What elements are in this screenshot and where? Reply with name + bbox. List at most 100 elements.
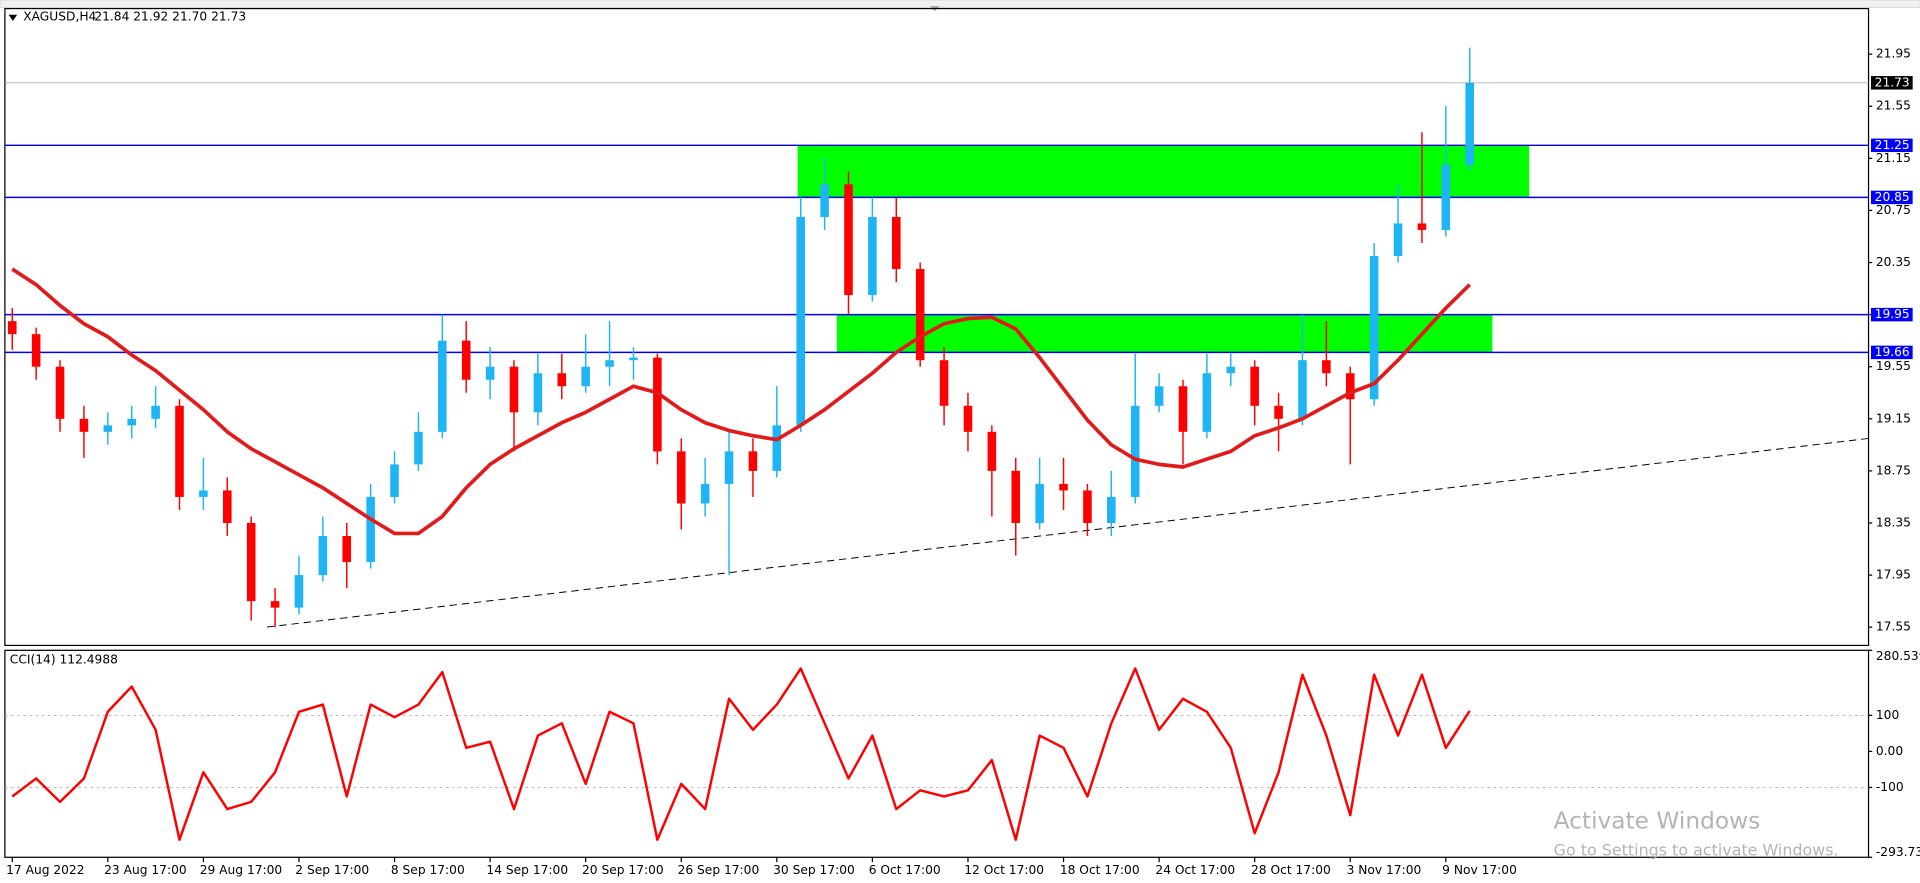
level-label: 21.25 — [1875, 138, 1910, 152]
y-tick-label: 21.15 — [1876, 151, 1911, 165]
cci-label: CCI(14) 112.4988 — [10, 653, 118, 667]
candle-body — [820, 184, 829, 217]
last-price-box — [1870, 76, 1913, 90]
candle-body — [1393, 223, 1403, 257]
x-tick-label: 24 Oct 17:00 — [1155, 863, 1235, 877]
x-tick-label: 23 Aug 17:00 — [104, 863, 187, 877]
last-price-label: 21.73 — [1875, 75, 1910, 89]
candle-body — [1417, 223, 1427, 230]
zone — [836, 314, 1493, 353]
candle-body — [270, 601, 280, 608]
candle-body — [939, 360, 949, 406]
y-tick-label: 17.55 — [1876, 620, 1911, 634]
ohlc-label: 21.84 21.92 21.70 21.73 — [94, 10, 246, 24]
y-tick-label: 21.55 — [1876, 99, 1911, 113]
symbol-label: XAGUSD,H4 — [23, 10, 96, 24]
candle-body — [79, 418, 89, 432]
candle-body — [1035, 483, 1044, 523]
y-tick-label: 100 — [1876, 708, 1899, 722]
candle-body — [55, 366, 65, 419]
y-tick-label: 18.35 — [1876, 515, 1911, 529]
candle-body — [246, 522, 256, 602]
candle-body — [1322, 360, 1331, 374]
candle-body — [1369, 256, 1379, 400]
candle-body — [342, 536, 352, 563]
candle-body — [987, 431, 997, 471]
candle-body — [605, 360, 614, 367]
toolbar-strip — [0, 0, 1920, 8]
candle-body — [1178, 386, 1188, 432]
y-tick-label: 19.55 — [1876, 359, 1911, 373]
candle-body — [1154, 386, 1164, 406]
candle-body — [748, 451, 758, 471]
candle-body — [700, 483, 710, 504]
candle-body — [1226, 366, 1236, 374]
watermark-subtitle: Go to Settings to activate Windows. — [1554, 841, 1839, 860]
level-box — [1870, 190, 1913, 205]
candle-body — [533, 373, 543, 413]
candle-body — [1130, 405, 1140, 497]
y-tick-label: -293.733 — [1876, 845, 1920, 859]
candle-body — [891, 216, 901, 270]
level-label: 20.85 — [1875, 190, 1910, 204]
candle-body — [1441, 164, 1451, 230]
candle-body — [390, 464, 399, 497]
y-tick-label: 0.00 — [1876, 744, 1903, 758]
cci-plot-frame — [4, 649, 1870, 858]
level-label: 19.95 — [1875, 307, 1910, 321]
candle-body — [509, 366, 519, 413]
y-tick-label: 21.95 — [1876, 47, 1911, 61]
candle-body — [294, 575, 304, 608]
level-box — [1870, 345, 1913, 360]
candle-body — [915, 269, 925, 361]
candle-body — [461, 340, 471, 380]
candle-body — [1202, 373, 1212, 432]
candle-body — [844, 184, 853, 296]
cci-line — [11, 667, 1471, 841]
candle-body — [653, 357, 662, 452]
x-tick-label: 8 Sep 17:00 — [391, 863, 465, 877]
candle-body — [1274, 405, 1283, 419]
candle-body — [1250, 366, 1259, 406]
candle-body — [1107, 496, 1116, 523]
candle-body — [1298, 360, 1307, 419]
candle-body — [1011, 470, 1021, 523]
menu-triangle[interactable] — [8, 14, 18, 21]
x-tick-label: 20 Sep 17:00 — [582, 863, 664, 877]
candle-body — [1083, 490, 1092, 523]
candle-body — [1465, 82, 1475, 165]
candle-body — [438, 340, 447, 432]
main-plot-frame — [4, 7, 1870, 647]
candle-body — [724, 451, 734, 484]
x-tick-label: 17 Aug 2022 — [6, 863, 84, 877]
candle-body — [772, 425, 782, 471]
candle-body — [796, 216, 806, 426]
candle-body — [485, 366, 495, 380]
x-tick-label: 12 Oct 17:00 — [964, 863, 1044, 877]
candle-body — [676, 451, 686, 504]
moving-average — [11, 267, 1472, 536]
candle-body — [222, 490, 232, 523]
x-tick-label: 18 Oct 17:00 — [1060, 863, 1140, 877]
x-tick-label: 3 Nov 17:00 — [1347, 863, 1422, 877]
candle-body — [127, 418, 137, 426]
candle-body — [366, 496, 375, 563]
candle-body — [868, 216, 877, 296]
y-tick-label: 20.35 — [1876, 255, 1911, 269]
x-tick-label: 29 Aug 17:00 — [200, 863, 283, 877]
candle-body — [629, 357, 638, 361]
level-box — [1870, 138, 1913, 153]
candle-body — [7, 321, 17, 335]
y-tick-label: 18.75 — [1876, 463, 1911, 477]
y-tick-label: 20.75 — [1876, 203, 1911, 217]
y-tick-label: 280.539 — [1876, 649, 1920, 663]
level-box — [1870, 307, 1913, 322]
x-tick-label: 30 Sep 17:00 — [773, 863, 855, 877]
candle-body — [414, 431, 423, 465]
x-tick-label: 2 Sep 17:00 — [295, 863, 369, 877]
watermark-title: Activate Windows — [1554, 807, 1761, 834]
candle-body — [151, 405, 160, 419]
candle-body — [318, 536, 328, 576]
